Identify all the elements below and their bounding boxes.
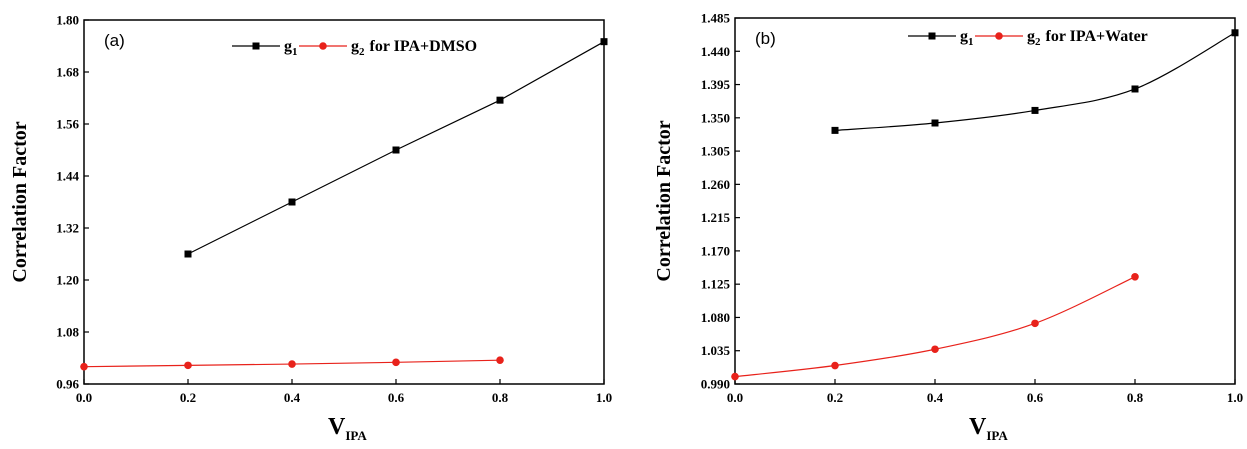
x-tick-label: 0.4 (927, 390, 944, 405)
data-point (288, 198, 296, 206)
y-tick-label: 1.350 (701, 110, 730, 125)
series-g2 (80, 356, 504, 371)
y-axis-label: Correlation Factor (653, 120, 675, 281)
x-axis-label: VIPA (328, 414, 367, 443)
y-tick-label: 1.395 (701, 77, 731, 92)
y-tick-label: 1.44 (56, 169, 79, 184)
y-tick-label: 1.20 (56, 273, 79, 288)
x-axis-label: VIPA (969, 414, 1008, 443)
y-tick-label: 1.035 (701, 343, 731, 358)
data-point (931, 345, 939, 354)
series-g2 (731, 272, 1139, 381)
x-axis-label-sub: IPA (345, 428, 367, 443)
y-tick-label: 1.485 (701, 11, 731, 26)
y-tick-label: 1.125 (701, 277, 731, 292)
y-tick-label: 1.08 (56, 325, 79, 340)
x-tick-label: 0.8 (492, 390, 509, 405)
plot-frame (734, 17, 1236, 385)
x-tick-label: 0.2 (827, 390, 843, 405)
legend-entry: g2 for IPA+Water (1027, 28, 1148, 48)
data-point (184, 250, 192, 258)
x-tick-label: 0.2 (180, 390, 196, 405)
x-tick-label: 0.6 (388, 390, 405, 405)
x-tick-label: 1.0 (596, 390, 612, 405)
y-tick-label: 0.990 (701, 377, 730, 392)
data-point (1231, 29, 1239, 37)
data-point (184, 361, 192, 370)
x-tick-label: 0.4 (284, 390, 301, 405)
x-axis-label-sub: IPA (986, 428, 1008, 443)
x-tick-label: 0.8 (1127, 390, 1144, 405)
legend: g1 g2 for IPA+DMSO (232, 38, 477, 58)
legend-marker (928, 32, 936, 40)
data-point (496, 356, 504, 364)
series-g1 (831, 29, 1239, 134)
data-point (731, 372, 739, 381)
legend-marker (252, 42, 260, 50)
y-tick-label: 1.32 (56, 221, 79, 236)
x-axis-label-main: V (328, 414, 346, 440)
x-tick-label: 0.6 (1027, 390, 1044, 405)
data-point (831, 126, 839, 134)
data-point (600, 38, 608, 46)
panel-label: (b) (755, 29, 776, 48)
legend-entry: g1 (284, 38, 298, 58)
data-point (1131, 85, 1139, 93)
x-axis-label-main: V (969, 414, 987, 440)
y-tick-label: 1.305 (701, 144, 731, 159)
data-point (288, 360, 296, 368)
data-point (392, 358, 400, 367)
series-line (734, 276, 1136, 378)
y-tick-label: 0.96 (56, 377, 79, 392)
chart-panel-a: 0.0 0.2 0.4 0.6 0.8 1.0 0.96 1.08 1.20 1.32 1.44 1.… (9, 13, 612, 444)
y-tick-label: 1.68 (56, 65, 79, 80)
legend: g1 g2 for IPA+Water (908, 28, 1148, 48)
y-tick-label: 1.80 (56, 13, 79, 28)
y-tick-label: 1.080 (701, 310, 730, 325)
x-tick-label: 1.0 (1227, 390, 1243, 405)
y-tick-label: 1.440 (701, 44, 730, 59)
data-point (496, 96, 504, 104)
data-point (1031, 319, 1039, 328)
data-point (392, 146, 400, 154)
data-point (1031, 106, 1039, 114)
plot-frame (83, 19, 605, 385)
data-point (931, 119, 939, 127)
legend-marker (995, 32, 1003, 40)
x-tick-label: 0.0 (727, 390, 743, 405)
legend-entry: g1 (960, 28, 974, 48)
y-tick-label: 1.170 (701, 243, 730, 258)
data-point (80, 362, 88, 371)
legend-entry: g2 for IPA+DMSO (351, 38, 477, 58)
y-axis-label: Correlation Factor (9, 121, 31, 282)
legend-marker (319, 42, 327, 50)
panel-label: (a) (104, 31, 125, 50)
data-point (831, 361, 839, 370)
y-tick-label: 1.260 (701, 177, 730, 192)
series-g1 (184, 38, 608, 258)
y-tick-label: 1.56 (56, 117, 79, 132)
chart-panel-b: 0.0 0.2 0.4 0.6 0.8 1.0 0.990 1.035 1.080 1.125 1.… (653, 11, 1243, 444)
y-tick-label: 1.215 (701, 210, 731, 225)
data-point (1131, 272, 1139, 281)
x-tick-label: 0.0 (76, 390, 92, 405)
